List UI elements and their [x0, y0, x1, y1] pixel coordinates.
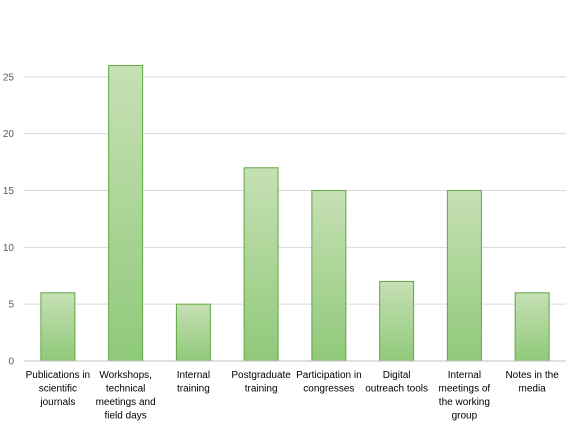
- y-axis-ticks: 0 5 10 15 20 25: [3, 72, 15, 367]
- x-tick-label: Notes in the media: [505, 370, 559, 395]
- bar: [40, 292, 76, 362]
- x-tick-label: Workshops, technical meetings and field day…: [96, 370, 156, 422]
- x-tick-label: Postgraduate training: [231, 370, 291, 395]
- x-axis-labels: Publications in scientific journalsWorksho…: [26, 370, 560, 422]
- x-tick-label: Participation in congresses: [296, 370, 362, 395]
- x-tick-label: Internal training: [177, 370, 210, 395]
- y-tick-label: 5: [8, 300, 14, 311]
- gridlines: [24, 76, 566, 305]
- y-tick-label: 20: [3, 129, 15, 140]
- bars: [40, 64, 550, 362]
- bar: [311, 190, 347, 362]
- x-tick-label: Internal meetings of the working group: [439, 370, 491, 422]
- x-tick-label: Digital outreach tools: [365, 370, 428, 395]
- bar: [175, 303, 211, 362]
- bar: [446, 190, 482, 362]
- y-tick-label: 25: [3, 72, 15, 83]
- bar: [379, 280, 415, 362]
- y-tick-label: 10: [3, 243, 15, 254]
- y-tick-label: 15: [3, 186, 15, 197]
- y-tick-label: 0: [8, 357, 14, 368]
- x-tick-label: Publications in scientific journals: [26, 370, 90, 408]
- bar: [243, 167, 279, 362]
- bar: [108, 64, 144, 362]
- bar: [514, 292, 550, 362]
